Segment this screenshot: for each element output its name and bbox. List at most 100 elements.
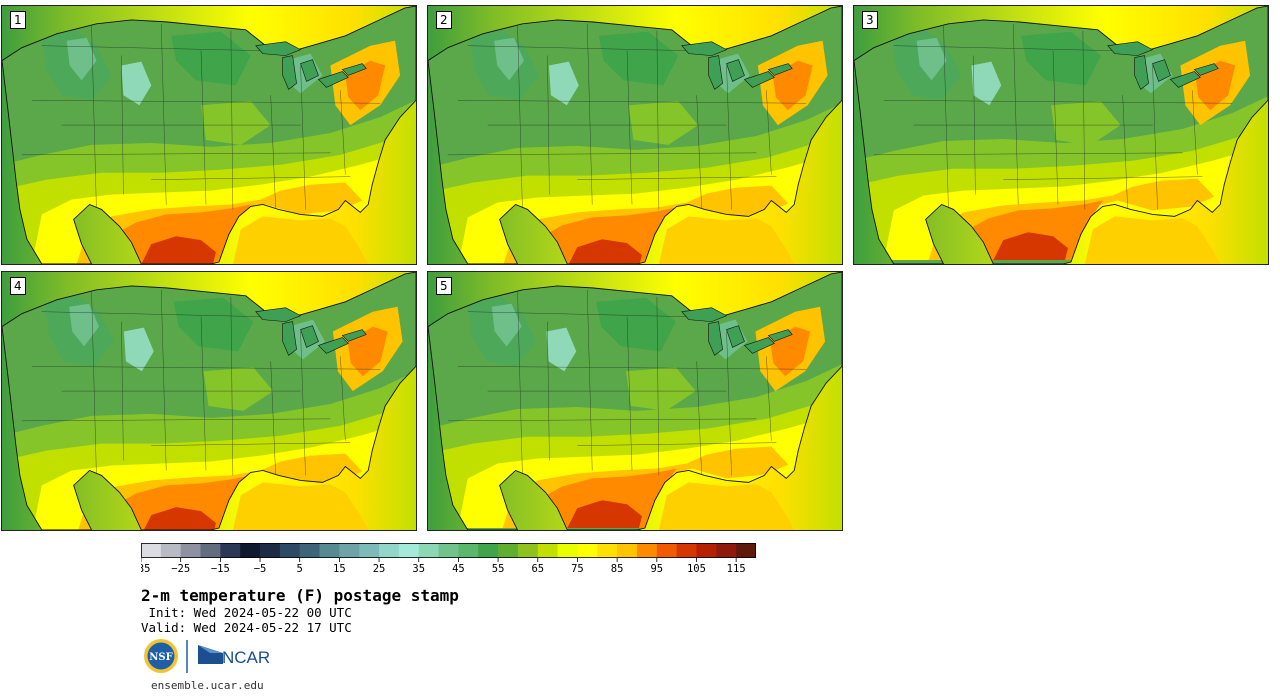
temperature-patch — [123, 327, 154, 372]
ncar-logo-icon: NCAR — [198, 645, 270, 667]
colorbar-swatch — [240, 543, 261, 558]
state-border — [160, 289, 167, 471]
colorbar: −35 −25 −15 −5 5 15 25 35 45 55 65 75 85 95 105 115 — [141, 543, 756, 573]
colorbar-swatch — [557, 543, 579, 558]
temperature-band — [527, 468, 677, 529]
state-border — [517, 291, 523, 481]
init-time: Init: Wed 2024-05-22 00 UTC — [141, 605, 352, 620]
colorbar-swatch — [696, 543, 717, 558]
great-lake — [1193, 63, 1219, 76]
great-lake — [282, 321, 297, 356]
state-border — [873, 152, 1183, 156]
temperature-patch — [201, 101, 271, 145]
state-border — [300, 331, 306, 476]
state-border — [340, 90, 346, 175]
state-border — [41, 45, 261, 51]
gulf-of-mexico — [658, 482, 795, 530]
colorbar-tick-label: 45 — [452, 563, 465, 573]
colorbar-swatch — [319, 543, 340, 558]
state-border — [726, 331, 732, 476]
state-border — [547, 321, 550, 461]
state-border — [883, 100, 1233, 104]
state-border — [1082, 30, 1086, 210]
temperature-band — [993, 232, 1068, 261]
state-border — [577, 442, 777, 446]
state-border — [696, 361, 702, 476]
great-lake — [767, 329, 793, 342]
temperature-patch — [491, 303, 522, 347]
state-border — [340, 356, 346, 441]
state-border — [41, 311, 261, 317]
great-lake — [1134, 55, 1149, 90]
temperature-patch — [628, 101, 699, 145]
temperature-patch — [598, 31, 679, 86]
map-panel-4: 4 — [1, 271, 417, 531]
temperature-band — [567, 500, 642, 529]
state-border — [696, 95, 702, 210]
temperature-patch — [548, 61, 579, 106]
great-lake — [255, 41, 302, 56]
state-border — [1152, 65, 1158, 210]
temperature-patch — [69, 303, 100, 347]
state-border — [91, 25, 97, 215]
temperature-patch — [1051, 101, 1121, 145]
state-border — [21, 152, 331, 156]
nsf-logo-text: NSF — [149, 652, 172, 663]
temperature-patch — [546, 327, 577, 372]
temperature-patch — [596, 297, 676, 352]
great-lake — [1152, 59, 1171, 82]
state-border — [586, 23, 593, 205]
temperature-map — [428, 272, 842, 530]
great-lake — [726, 325, 745, 348]
temperature-patch — [971, 61, 1002, 106]
colorbar-tick-label: 105 — [687, 563, 706, 573]
state-border — [1192, 90, 1198, 175]
great-lake — [1169, 71, 1201, 88]
temperature-patch — [1021, 31, 1101, 86]
great-lake — [282, 55, 297, 90]
state-border — [1012, 23, 1019, 205]
gulf-of-mexico — [232, 482, 369, 530]
great-lake — [743, 71, 775, 88]
colorbar-swatch — [160, 543, 182, 558]
plot-title: 2-m temperature (F) postage stamp — [141, 586, 459, 605]
state-border — [230, 296, 234, 476]
state-border — [200, 316, 207, 471]
state-border — [656, 30, 660, 210]
panel-label: 3 — [862, 11, 878, 29]
map-panel-1: 1 — [1, 5, 417, 265]
state-border — [457, 366, 807, 370]
state-border — [626, 316, 633, 471]
site-url: ensemble.ucar.edu — [151, 679, 264, 692]
great-lake — [681, 41, 728, 56]
colorbar-swatch — [597, 543, 618, 558]
great-lake — [255, 307, 302, 322]
colorbar-tick-label: −25 — [171, 563, 190, 573]
state-border — [1052, 50, 1059, 205]
state-border — [300, 65, 306, 210]
state-border — [447, 152, 757, 156]
temperature-patch — [173, 297, 254, 352]
colorbar-tick-label: −5 — [254, 563, 267, 573]
state-border — [457, 100, 807, 104]
great-lake — [317, 71, 349, 88]
gulf-of-mexico — [658, 216, 795, 264]
state-border — [230, 30, 234, 210]
panel-label: 2 — [436, 11, 452, 29]
temperature-patch — [66, 37, 97, 81]
colorbar-tick-label: 95 — [650, 563, 663, 573]
colorbar-swatch — [617, 543, 638, 558]
state-border — [447, 418, 757, 422]
great-lake — [317, 337, 349, 354]
panel-label: 5 — [436, 277, 452, 295]
colorbar-swatch — [200, 543, 221, 558]
state-border — [467, 311, 687, 317]
colorbar-swatch — [736, 543, 756, 558]
temperature-map — [2, 272, 416, 530]
colorbar-swatch — [359, 543, 380, 558]
temperature-band — [141, 507, 216, 530]
colorbar-tick-label: 25 — [373, 563, 386, 573]
state-border — [31, 366, 381, 370]
temperature-band — [101, 204, 251, 264]
map-panel-2: 2 — [427, 5, 843, 265]
